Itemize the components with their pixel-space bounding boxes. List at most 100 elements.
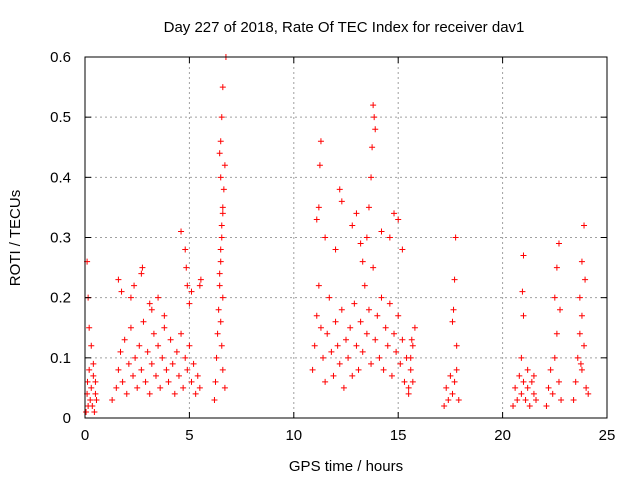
data-point bbox=[218, 222, 225, 229]
data-point bbox=[121, 336, 128, 343]
data-point bbox=[315, 204, 322, 211]
data-point bbox=[405, 390, 412, 397]
data-point bbox=[309, 366, 316, 373]
data-point bbox=[338, 198, 345, 205]
data-point bbox=[320, 354, 327, 361]
data-point bbox=[221, 384, 228, 391]
data-point bbox=[405, 384, 412, 391]
data-point bbox=[447, 372, 454, 379]
data-point bbox=[391, 330, 398, 337]
data-point bbox=[334, 342, 341, 349]
y-tick-label: 0.6 bbox=[50, 49, 71, 66]
y-tick-label: 0 bbox=[63, 410, 71, 427]
data-point bbox=[169, 360, 176, 367]
data-point bbox=[574, 354, 581, 361]
data-point bbox=[324, 330, 331, 337]
data-point bbox=[217, 174, 224, 181]
data-point bbox=[526, 402, 533, 409]
data-point bbox=[395, 216, 402, 223]
data-point bbox=[519, 288, 526, 295]
data-point bbox=[336, 186, 343, 193]
data-point bbox=[338, 306, 345, 313]
data-point bbox=[131, 282, 138, 289]
data-point bbox=[127, 294, 134, 301]
data-point bbox=[524, 384, 531, 391]
data-point bbox=[347, 324, 354, 331]
data-point bbox=[408, 336, 415, 343]
data-point bbox=[547, 366, 554, 373]
data-point bbox=[363, 234, 370, 241]
data-point bbox=[216, 282, 223, 289]
data-point bbox=[378, 294, 385, 301]
data-point bbox=[182, 246, 189, 253]
data-point bbox=[388, 372, 395, 379]
data-point bbox=[180, 384, 187, 391]
x-tick-label: 10 bbox=[285, 427, 302, 444]
data-point bbox=[343, 336, 349, 343]
data-point bbox=[585, 390, 592, 397]
data-point bbox=[371, 114, 378, 121]
data-point bbox=[140, 318, 147, 325]
data-point bbox=[386, 234, 393, 241]
data-point bbox=[545, 384, 552, 391]
y-axis-label: ROTI / TECUs bbox=[7, 190, 24, 286]
data-point bbox=[159, 354, 166, 361]
data-point bbox=[443, 384, 450, 391]
data-point bbox=[123, 390, 130, 397]
data-point bbox=[217, 258, 224, 265]
data-point bbox=[328, 348, 335, 355]
data-point bbox=[161, 324, 168, 331]
data-point bbox=[397, 360, 404, 367]
data-point bbox=[182, 354, 189, 361]
data-point bbox=[553, 264, 560, 271]
data-point bbox=[119, 378, 126, 385]
data-point bbox=[572, 378, 579, 385]
data-point bbox=[91, 408, 98, 415]
data-point bbox=[368, 360, 375, 367]
data-point bbox=[451, 378, 458, 385]
data-point bbox=[109, 396, 116, 403]
data-point bbox=[357, 318, 364, 325]
data-point bbox=[452, 234, 459, 241]
data-point bbox=[186, 342, 193, 349]
data-point bbox=[553, 330, 560, 337]
data-point bbox=[87, 396, 94, 403]
data-point bbox=[557, 306, 564, 313]
y-tick-label: 0.5 bbox=[50, 109, 71, 126]
data-point bbox=[127, 324, 134, 331]
data-point bbox=[134, 384, 141, 391]
data-point bbox=[152, 372, 159, 379]
data-point bbox=[393, 348, 400, 355]
data-point bbox=[555, 378, 562, 385]
data-point bbox=[219, 210, 226, 217]
data-point bbox=[196, 282, 203, 289]
data-point bbox=[516, 372, 523, 379]
data-point bbox=[510, 402, 517, 409]
data-point bbox=[528, 378, 535, 385]
data-point bbox=[441, 402, 448, 409]
data-point bbox=[186, 300, 193, 307]
data-point bbox=[578, 312, 585, 319]
data-point bbox=[520, 378, 527, 385]
data-point bbox=[217, 246, 224, 253]
data-point bbox=[450, 306, 457, 313]
data-point bbox=[449, 318, 456, 325]
data-point bbox=[449, 390, 456, 397]
data-point bbox=[322, 234, 329, 241]
data-point bbox=[92, 390, 99, 397]
data-point bbox=[130, 372, 137, 379]
data-point bbox=[326, 294, 333, 301]
data-point bbox=[399, 336, 406, 343]
data-point bbox=[365, 204, 372, 211]
data-point bbox=[315, 282, 322, 289]
data-point bbox=[332, 318, 339, 325]
data-point bbox=[215, 306, 222, 313]
x-tick-label: 0 bbox=[81, 427, 89, 444]
y-tick-label: 0.4 bbox=[50, 169, 71, 186]
data-point bbox=[577, 360, 584, 367]
data-point bbox=[551, 354, 558, 361]
data-point bbox=[213, 354, 220, 361]
data-point bbox=[520, 252, 527, 259]
data-point bbox=[146, 390, 153, 397]
